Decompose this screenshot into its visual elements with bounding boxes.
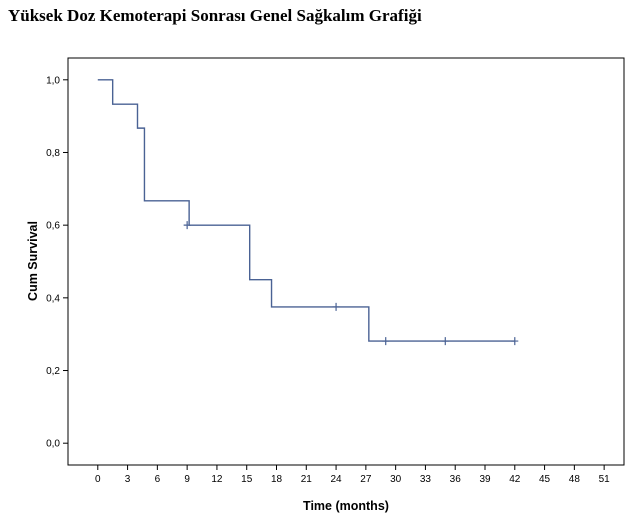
censor-mark: [183, 221, 191, 230]
x-tick-label: 27: [360, 474, 372, 485]
x-tick-label: 33: [420, 474, 432, 485]
x-axis-title: Time (months): [303, 499, 389, 513]
y-tick-label: 0,8: [46, 148, 60, 159]
y-tick-label: 1,0: [46, 75, 60, 86]
x-tick-label: 30: [390, 474, 402, 485]
x-tick-label: 9: [184, 474, 190, 485]
y-axis-ticks: 0,0 0,2 0,4 0,6 0,8 1,0: [46, 75, 68, 450]
x-tick-label: 3: [125, 474, 131, 485]
y-tick-label: 0,0: [46, 439, 60, 450]
y-tick-label: 0,2: [46, 366, 60, 377]
censor-mark: [332, 302, 340, 311]
series-layer: [97, 79, 519, 346]
x-tick-label: 42: [509, 474, 521, 485]
y-axis-title: Cum Survival: [26, 221, 40, 301]
x-tick-label: 6: [155, 474, 161, 485]
x-tick-label: 48: [569, 474, 581, 485]
x-tick-label: 15: [241, 474, 253, 485]
x-tick-label: 51: [599, 474, 611, 485]
x-tick-label: 0: [95, 474, 101, 485]
x-tick-label: 39: [479, 474, 491, 485]
x-tick-label: 21: [301, 474, 313, 485]
page-title: Yüksek Doz Kemoterapi Sonrası Genel Sağk…: [8, 6, 422, 25]
x-axis-ticks: 0 3 6 9 12 15 18 21 24 27 30 33 36 39 42 45 48 51: [95, 465, 610, 485]
plot-area: [67, 57, 625, 466]
x-tick-label: 12: [211, 474, 223, 485]
x-tick-label: 18: [271, 474, 283, 485]
censor-mark: [441, 337, 449, 346]
survival-step-line: [97, 79, 515, 342]
x-tick-label: 36: [450, 474, 462, 485]
y-tick-label: 0,6: [46, 221, 60, 232]
x-tick-label: 45: [539, 474, 551, 485]
censor-mark: [511, 337, 519, 346]
censor-mark: [382, 337, 390, 346]
y-tick-label: 0,4: [46, 293, 60, 304]
x-tick-label: 24: [331, 474, 343, 485]
